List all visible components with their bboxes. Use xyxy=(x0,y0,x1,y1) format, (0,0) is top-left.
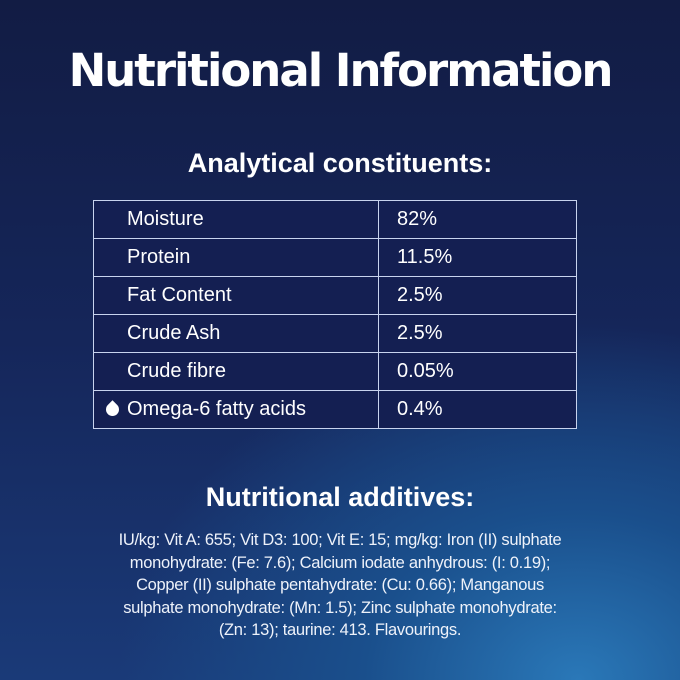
table-row: Moisture 82% xyxy=(93,200,577,239)
constituent-value: 82% xyxy=(378,200,577,239)
constituent-name: Omega-6 fatty acids xyxy=(127,398,306,420)
constituent-name: Fat Content xyxy=(93,276,379,315)
table-row: Omega-6 fatty acids 0.4% xyxy=(93,390,577,429)
table-row: Protein 11.5% xyxy=(93,238,577,277)
additives-line: sulphate monohydrate: (Mn: 1.5); Zinc su… xyxy=(123,598,557,617)
constituent-value: 0.4% xyxy=(378,390,577,429)
additives-line: Copper (II) sulphate pentahydrate: (Cu: … xyxy=(136,576,544,594)
constituent-name: Moisture xyxy=(93,200,379,239)
constituents-table: Moisture 82% Protein 11.5% Fat Content 2.5%… xyxy=(93,200,577,429)
table-row: Crude fibre 0.05% xyxy=(93,352,577,391)
constituent-name: Crude fibre xyxy=(93,352,379,391)
table-row: Crude Ash 2.5% xyxy=(93,314,577,353)
additives-line: monohydrate: (Fe: 7.6); Calcium iodate a… xyxy=(129,553,551,572)
constituent-name: Crude Ash xyxy=(93,314,379,353)
table-row: Fat Content 2.5% xyxy=(93,276,577,315)
constituent-value: 2.5% xyxy=(378,276,577,315)
constituent-value: 2.5% xyxy=(378,314,577,353)
additives-line: IU/kg: Vit A: 655; Vit D3: 100; Vit E: 1… xyxy=(118,531,562,549)
constituent-cell: Omega-6 fatty acids xyxy=(93,390,379,429)
water-drop-icon xyxy=(103,400,122,419)
additives-line: (Zn: 13); taurine: 413. Flavourings. xyxy=(218,621,462,639)
page-title: Nutritional Information xyxy=(68,44,614,97)
additives-text: IU/kg: Vit A: 655; Vit D3: 100; Vit E: 1… xyxy=(0,529,680,642)
constituent-value: 0.05% xyxy=(378,352,577,391)
constituent-value: 11.5% xyxy=(378,238,577,277)
constituent-name: Protein xyxy=(93,238,379,277)
constituents-heading: Analytical constituents: xyxy=(187,148,493,178)
additives-heading: Nutritional additives: xyxy=(205,482,475,512)
